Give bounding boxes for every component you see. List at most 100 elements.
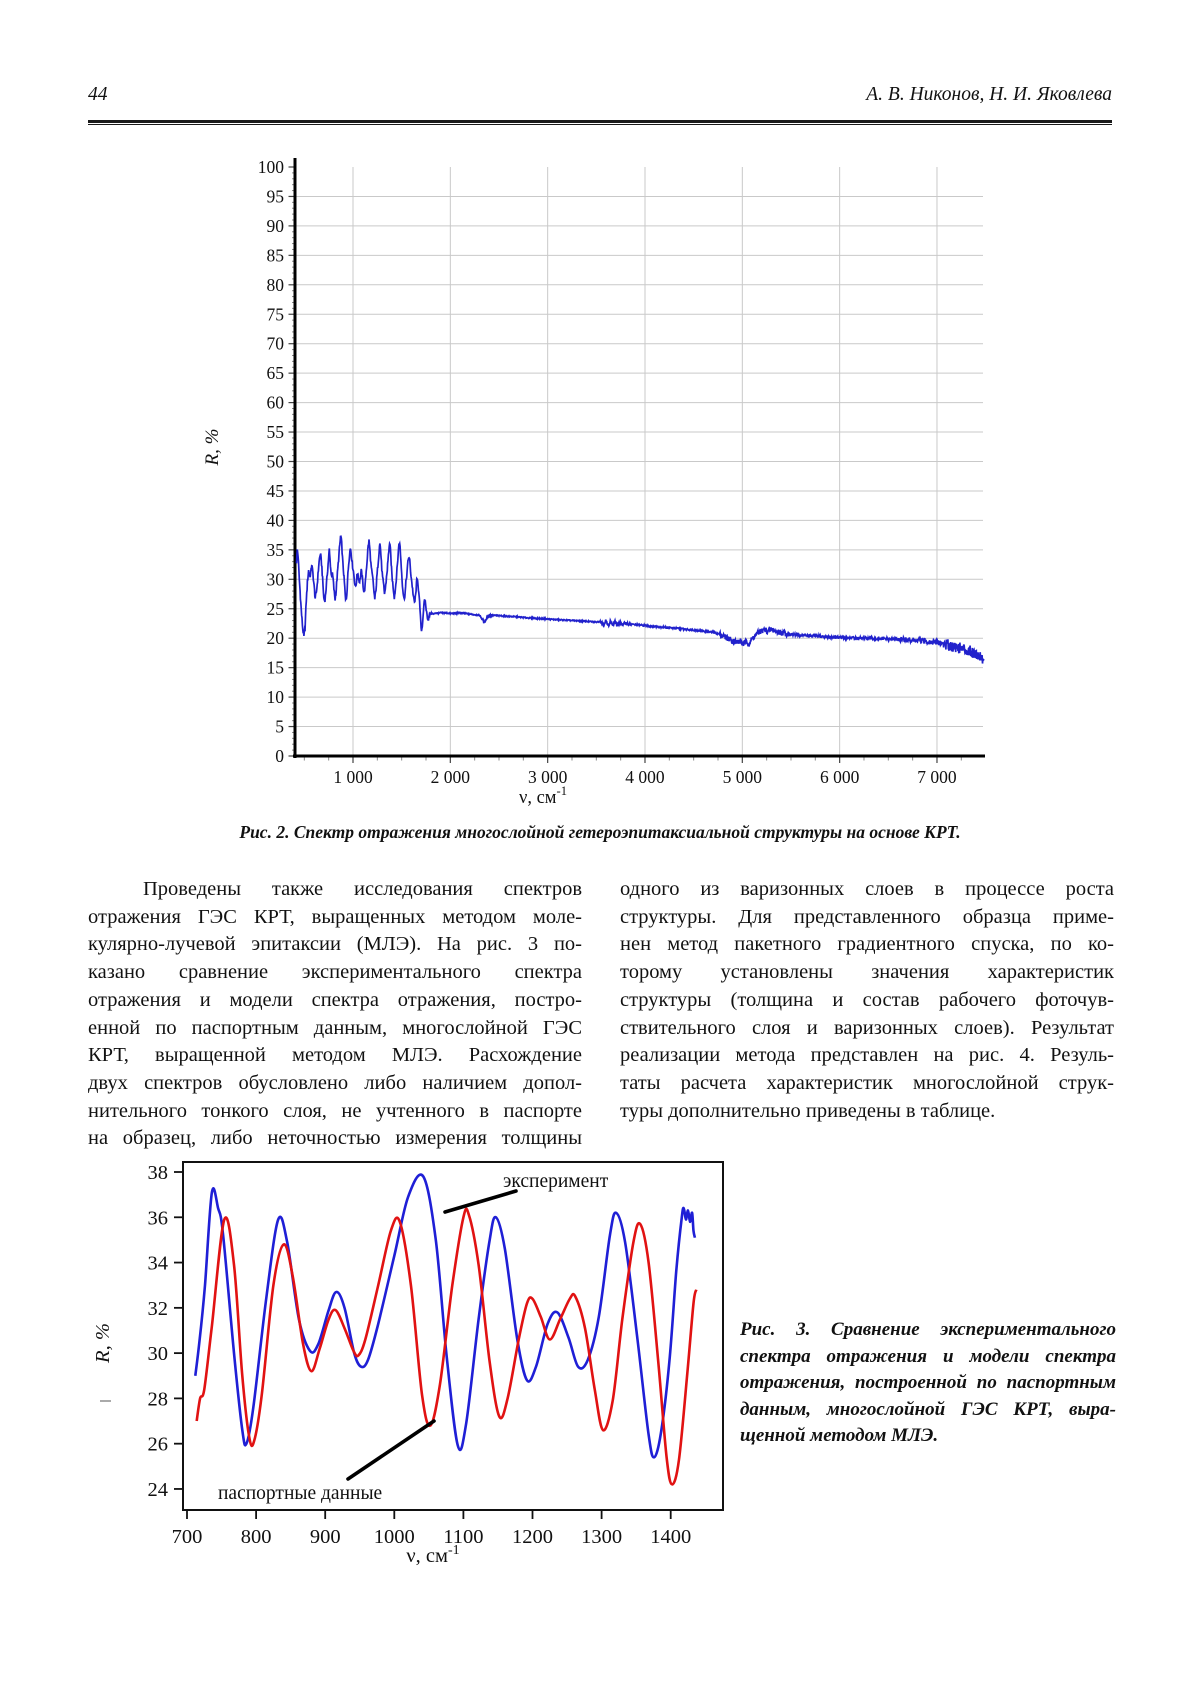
y-tick-label: 5 [275,717,284,737]
x-tick-label: 1 000 [333,767,373,787]
x-axis-title: ν, см-1 [519,784,567,808]
y-tick-label: 100 [258,157,285,177]
x-tick-label: 800 [241,1526,272,1548]
text-line: на образец, либо неточностью измерения т… [88,1127,582,1150]
annotation-label: эксперимент [503,1171,609,1192]
x-tick-label: 4 000 [625,767,665,787]
minor-ticks [292,172,962,761]
y-tick-labels: 0 5 10 15 20 25 30 35 40 45 50 55 60 65 70 75 80 85 90 95 10… [258,157,285,766]
text-line: двух спектров обусловлено либо наличием … [88,1071,582,1094]
y-tick-label: 80 [267,275,285,295]
text-line: кулярно-лучевой эпитаксии (МЛЭ). На рис.… [88,933,582,956]
y-tick-label: 50 [267,452,285,472]
y-tick-label: 70 [267,334,285,354]
text-line: одного из варизонных слоев в процессе ро… [620,878,1114,900]
page-number: 44 [88,84,108,105]
y-tick-label: 90 [267,216,285,236]
y-tick-label: 28 [148,1388,169,1410]
text-line: енной по паспортным данным, многослойной… [88,1016,582,1039]
y-tick-label: 45 [267,481,285,501]
text-line: казано сравнение экспериментального спек… [88,961,582,984]
text-line: таты расчета характеристик многослойной … [620,1071,1114,1094]
y-tick-label: 30 [148,1343,169,1365]
y-tick-label: 32 [148,1298,169,1320]
x-tick-label: 1100 [443,1526,483,1548]
y-tick-label: 34 [148,1253,169,1275]
text-line: торому установлены значения характеристи… [620,961,1114,984]
annotation-label: паспортные данные [218,1483,382,1504]
y-tick-label: 38 [148,1162,169,1184]
y-tick-label: 15 [267,658,285,678]
x-tick-label: 700 [172,1526,203,1548]
text-line: туры дополнительно приведены в таблице. [620,1099,996,1122]
y-tick-labels: 24 26 28 30 32 34 36 38 [148,1162,169,1501]
y-tick-label: 35 [267,540,285,560]
x-tick-label: 1200 [512,1526,553,1548]
text-line: структуры. Для представленного образца п… [620,905,1114,928]
x-tick-label: 1300 [581,1526,622,1548]
x-tick-label: 3 000 [528,767,568,787]
text-line: Рис. 3. Сравнение экспериментального [740,1319,1116,1340]
x-tick-label: 1400 [650,1526,691,1548]
y-tick-label: 30 [267,569,285,589]
y-tick-label: 26 [148,1434,169,1456]
figure2-caption: Рис. 2. Спектр отражения многослойной ге… [239,822,961,842]
figure2-chart: 0 5 10 15 20 25 30 35 40 45 50 55 60 65 70 75 80 85 90 95 10… [202,157,985,808]
y-tick-label: 55 [267,422,285,442]
header-rule-thin [88,124,1112,125]
annotation-passport: паспортные данные [218,1419,436,1504]
y-tick-label: 95 [267,186,285,206]
text-line: КРТ, выращенной методом МЛЭ. Расхождение [88,1044,582,1067]
authors: А. В. Никонов, Н. И. Яковлева [866,84,1112,105]
text-line: щенной методом МЛЭ. [740,1425,939,1446]
page-header: 44 А. В. Никонов, Н. И. Яковлева [88,84,1112,106]
text-line: данным, многослойной ГЭС КРТ, выра- [740,1398,1116,1420]
text-line: Проведены также исследования спектров [143,878,582,900]
body-column-left: Проведены также исследования спектров отр… [88,876,582,1153]
text-line: спектра отражения и модели спектра [740,1345,1116,1367]
plot-frame [182,1161,724,1511]
text-line: отражения ГЭС КРТ, выращенных методом мо… [88,905,582,928]
annotation-experiment: эксперимент [443,1171,609,1214]
y-tick-label: 10 [267,687,285,707]
x-tick-labels: 700 800 900 1000 1100 1200 1300 1400 [172,1526,692,1548]
series-experiment [194,1173,697,1459]
text-line: отражения и модели спектра отражения, по… [88,988,582,1011]
header-rule-thick [88,120,1112,123]
y-axis-title: R, % [92,1323,114,1364]
text-line: отражения, построенной по паспортным [740,1372,1116,1393]
y-tick-label: 25 [267,599,285,619]
text-line: нен метод пакетного градиентного спуска,… [620,933,1114,956]
x-tick-label: 7 000 [917,767,957,787]
y-tick-label: 85 [267,245,285,265]
y-tick-label: 24 [148,1479,169,1501]
series-reflectance [295,535,985,664]
gridlines [295,167,983,756]
y-tick-label: 20 [267,628,285,648]
x-tick-label: 900 [310,1526,341,1548]
figure3-caption: Рис. 3. Сравнение экспериментального спек… [740,1317,1116,1450]
x-tick-labels: 1 000 2 000 3 000 4 000 5 000 6 000 7 000 [333,767,957,787]
series-passport [195,1207,698,1486]
text-line: структуры (толщина и состав рабочего фот… [620,988,1114,1011]
major-ticks [174,1171,672,1519]
x-tick-label: 5 000 [723,767,763,787]
text-line: реализации метода представлен на рис. 4.… [620,1044,1114,1067]
x-tick-label: 6 000 [820,767,860,787]
annotation-pointer-line [346,1419,436,1481]
x-tick-label: 1000 [374,1526,415,1548]
text-line: ствительного слоя и варизонных слоев). Р… [620,1016,1114,1039]
x-axis-title: ν, см-1 [406,1543,459,1567]
x-tick-label: 2 000 [431,767,471,787]
figure3-chart: 700 800 900 1000 1100 1200 1300 1400 24 26 28 30 32 3… [92,1161,724,1567]
body-column-right: одного из варизонных слоев в процессе ро… [620,876,1114,1125]
header-rule [88,120,1112,125]
y-tick-label: 36 [148,1207,169,1229]
y-tick-label: 0 [275,746,284,766]
y-tick-label: 60 [267,393,285,413]
y-tick-label: 65 [267,363,285,383]
y-axis-title: R, % [202,429,223,467]
y-tick-label: 75 [267,304,285,324]
text-line: нительного тонкого слоя, не учтенного в … [88,1099,582,1122]
annotation-pointer-line [443,1189,518,1214]
